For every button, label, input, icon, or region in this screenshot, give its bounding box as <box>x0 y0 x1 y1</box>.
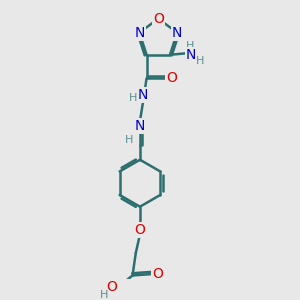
Text: N: N <box>186 48 196 62</box>
Text: H: H <box>196 56 205 66</box>
Text: O: O <box>152 267 163 281</box>
Text: O: O <box>167 71 177 85</box>
Text: H: H <box>100 290 108 300</box>
Text: N: N <box>172 26 182 40</box>
Text: H: H <box>125 135 134 146</box>
Text: O: O <box>134 223 146 237</box>
Text: O: O <box>106 280 118 294</box>
Text: O: O <box>153 12 164 26</box>
Text: N: N <box>138 88 148 102</box>
Text: H: H <box>186 41 194 51</box>
Text: N: N <box>134 26 145 40</box>
Text: H: H <box>129 93 137 103</box>
Text: N: N <box>135 119 145 133</box>
